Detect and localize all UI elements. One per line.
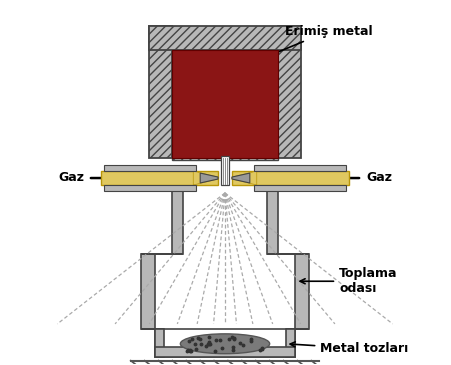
Bar — [155, 329, 295, 357]
Bar — [295, 254, 309, 329]
Bar — [232, 171, 349, 185]
Bar — [221, 156, 229, 185]
Bar — [104, 165, 196, 171]
Bar — [254, 165, 346, 171]
Polygon shape — [232, 173, 250, 183]
Bar — [254, 185, 346, 191]
Bar — [155, 347, 295, 357]
Bar — [172, 191, 183, 254]
Bar — [148, 26, 301, 50]
Text: Toplama
odası: Toplama odası — [300, 267, 398, 295]
Text: Gaz: Gaz — [366, 170, 392, 184]
Bar — [267, 191, 278, 254]
Bar — [101, 171, 218, 185]
Ellipse shape — [180, 334, 270, 354]
Text: Metal tozları: Metal tozları — [290, 342, 409, 355]
Text: Erimiş metal: Erimiş metal — [239, 25, 372, 69]
Bar — [172, 50, 278, 158]
Bar — [148, 26, 172, 158]
Bar — [141, 254, 155, 329]
Polygon shape — [193, 171, 218, 185]
Polygon shape — [232, 171, 257, 185]
Bar — [155, 329, 165, 357]
Bar — [285, 329, 295, 357]
Bar — [172, 146, 278, 160]
Text: Gaz: Gaz — [58, 170, 84, 184]
Polygon shape — [200, 173, 218, 183]
Bar — [278, 26, 301, 158]
Bar — [104, 185, 196, 191]
